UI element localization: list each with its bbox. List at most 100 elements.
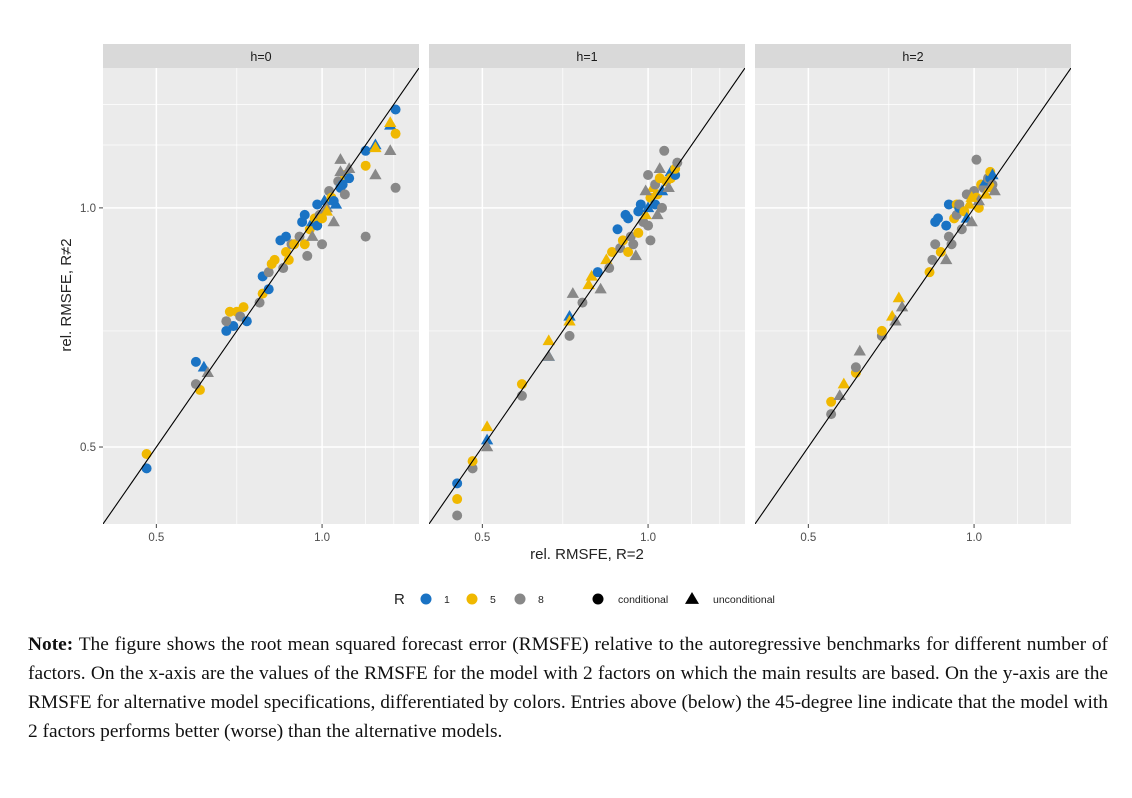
point-conditional-R8 <box>467 463 478 474</box>
point-unconditional-R8 <box>594 282 607 294</box>
legend-label-unconditional: unconditional <box>713 594 775 606</box>
point-unconditional-R8 <box>889 314 902 326</box>
point-conditional-R1 <box>635 199 646 210</box>
point-unconditional-R8 <box>369 168 382 180</box>
panel-h0: h=0 0.5 1.0 0.5 1.0 <box>80 44 419 544</box>
panel-grid <box>755 68 1071 524</box>
point-unconditional-R8 <box>755 535 767 546</box>
point-unconditional-R8 <box>853 344 866 356</box>
point-conditional-R8 <box>278 263 289 274</box>
point-conditional-R8 <box>360 231 371 242</box>
point-conditional-R5 <box>224 306 235 317</box>
point-unconditional-R5 <box>755 526 767 537</box>
point-conditional-R8 <box>390 182 401 193</box>
point-conditional-R5 <box>617 235 628 246</box>
point-conditional-R5 <box>281 246 292 257</box>
point-conditional-R1 <box>312 220 323 231</box>
panel-h1: h=1 0.5 1.0 <box>429 44 745 544</box>
point-conditional-R8 <box>263 267 274 278</box>
legend: R 1 5 8 conditional unconditional <box>394 591 775 608</box>
panel-strip-label: h=1 <box>576 50 597 64</box>
point-conditional-R8 <box>850 362 861 373</box>
point-conditional-R5 <box>623 246 634 257</box>
point-conditional-R1 <box>312 199 323 210</box>
point-conditional-R5 <box>141 448 152 459</box>
point-unconditional-R5 <box>585 269 598 281</box>
chart-panels: h=0 0.5 1.0 0.5 1.0 h=1 0.5 1.0 h=2 0.5 1.0 <box>80 44 1071 585</box>
point-conditional-R8 <box>731 575 741 585</box>
point-conditional-R5 <box>607 246 618 257</box>
point-unconditional-R8 <box>662 181 675 193</box>
point-unconditional-R5 <box>837 377 851 389</box>
legend-key-R1 <box>420 593 432 605</box>
point-conditional-R1 <box>228 321 239 332</box>
point-conditional-R1 <box>299 209 310 220</box>
point-conditional-R1 <box>190 356 201 367</box>
point-conditional-R1 <box>241 316 252 327</box>
point-conditional-R8 <box>954 199 965 210</box>
legend-key-conditional <box>592 593 604 605</box>
point-conditional-R5 <box>360 160 371 171</box>
point-conditional-R8 <box>645 235 656 246</box>
point-unconditional-R1 <box>737 554 749 565</box>
point-conditional-R5 <box>283 254 294 265</box>
legend-label-R8: 8 <box>538 594 544 606</box>
point-conditional-R8 <box>604 263 615 274</box>
point-conditional-R8 <box>643 170 654 181</box>
data-points <box>141 104 401 474</box>
point-unconditional-R8 <box>201 366 214 378</box>
panel-strip <box>755 44 1071 68</box>
point-conditional-R1 <box>390 104 401 115</box>
point-unconditional-R8 <box>972 194 985 206</box>
legend-label-conditional: conditional <box>618 594 668 606</box>
point-conditional-R8 <box>927 254 938 265</box>
point-conditional-R1 <box>141 463 152 474</box>
point-unconditional-R5 <box>320 204 333 216</box>
point-conditional-R8 <box>564 330 575 341</box>
point-conditional-R5 <box>238 302 249 313</box>
point-conditional-R1 <box>612 224 623 235</box>
point-conditional-R8 <box>339 189 350 200</box>
legend-label-R1: 1 <box>444 594 450 606</box>
point-conditional-R1 <box>344 173 355 184</box>
point-conditional-R5 <box>452 494 463 505</box>
point-conditional-R1 <box>933 213 944 224</box>
point-conditional-R1 <box>281 231 292 242</box>
point-conditional-R8 <box>625 231 636 242</box>
point-conditional-R8 <box>656 202 667 213</box>
point-unconditional-R5 <box>542 334 555 346</box>
x-axis-title: rel. RMSFE, R=2 <box>530 546 644 563</box>
x-tick-label: 0.5 <box>474 532 490 544</box>
point-conditional-R8 <box>930 239 941 250</box>
point-conditional-R1 <box>221 325 232 336</box>
point-unconditional-R5 <box>582 278 595 290</box>
point-conditional-R5 <box>633 227 644 238</box>
point-unconditional-R8 <box>737 554 749 565</box>
point-conditional-R5 <box>390 128 401 139</box>
point-unconditional-R8 <box>965 215 978 227</box>
point-conditional-R8 <box>317 239 328 250</box>
point-unconditional-R8 <box>334 165 347 177</box>
y-tick-label: 0.5 <box>80 442 96 454</box>
point-unconditional-R8 <box>342 162 356 174</box>
point-unconditional-R5 <box>600 253 613 265</box>
y-axis-title: rel. RMSFE, R≠2 <box>58 238 75 351</box>
point-conditional-R8 <box>452 510 463 521</box>
point-unconditional-R8 <box>639 184 652 196</box>
reference-line-45 <box>755 68 1071 524</box>
point-unconditional-R8 <box>566 287 579 298</box>
point-conditional-R8 <box>943 231 954 242</box>
point-unconditional-R8 <box>895 300 909 312</box>
point-conditional-R1 <box>941 220 952 231</box>
x-tick-label: 1.0 <box>314 532 330 544</box>
point-conditional-R1 <box>263 284 274 295</box>
note-label: Note: <box>28 634 74 655</box>
legend-key-R5 <box>466 593 478 605</box>
data-points <box>452 145 683 521</box>
point-conditional-R5 <box>299 239 310 250</box>
point-unconditional-R5 <box>480 420 494 432</box>
point-conditional-R1 <box>592 267 603 278</box>
point-conditional-R8 <box>971 154 982 165</box>
point-conditional-R8 <box>254 297 265 308</box>
panel-strip <box>103 44 419 68</box>
